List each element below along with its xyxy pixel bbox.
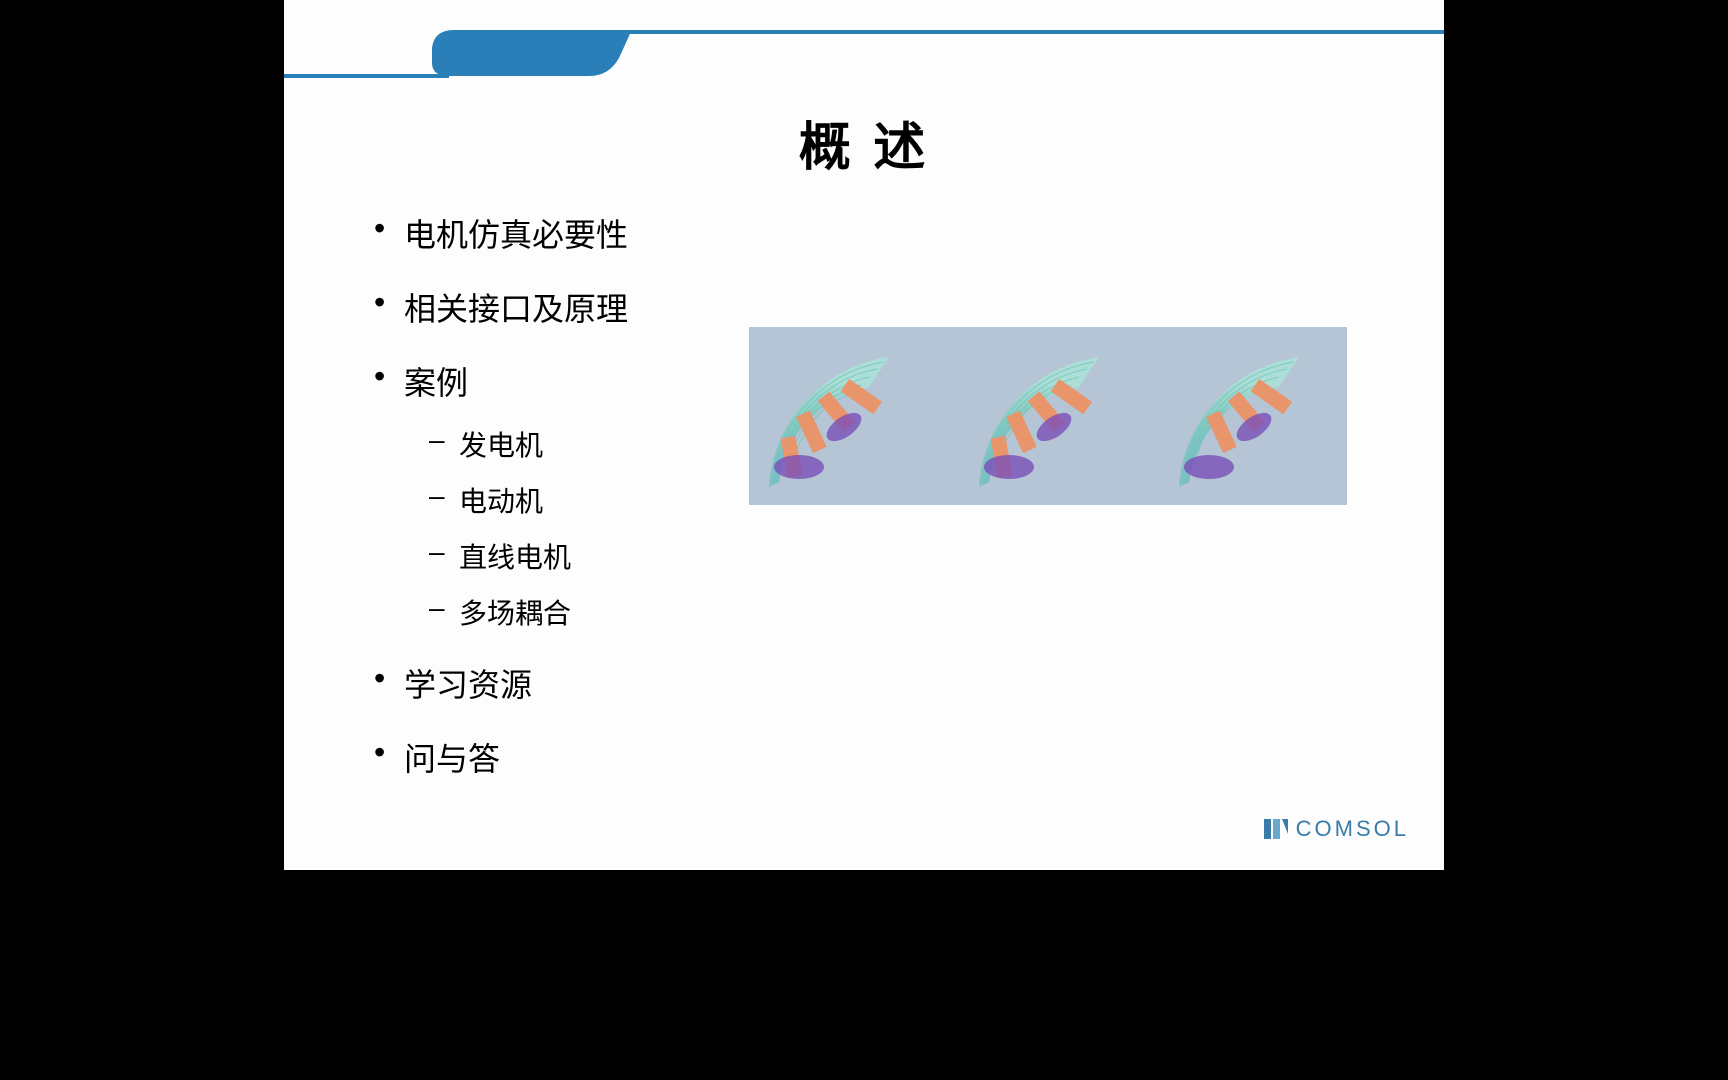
content-area: 电机仿真必要性 相关接口及原理 案例 发电机 电动机 直线电机 [369,210,819,808]
bullet-item: 学习资源 [369,660,819,706]
bullet-text: 案例 [404,365,468,401]
comsol-logo: COMSOL [1264,816,1409,842]
top-accent-line [584,30,1444,34]
logo-text: COMSOL [1296,816,1409,842]
slide-title: 概 述 [284,105,1444,180]
simulation-image [749,327,1347,505]
curve-decoration [424,28,634,80]
bullet-item: 相关接口及原理 [369,284,819,330]
bullet-item: 问与答 [369,734,819,780]
presentation-slide: 概 述 电机仿真必要性 相关接口及原理 案例 发电机 电动机 直 [284,0,1444,870]
bullet-text: 学习资源 [404,667,532,703]
bullet-text: 问与答 [404,741,500,777]
sub-text: 电动机 [459,486,543,517]
bullet-item: 电机仿真必要性 [369,210,819,256]
sub-item: 多场耦合 [424,592,819,632]
sub-text: 直线电机 [459,542,571,573]
motor-simulation-graphic [749,327,1347,505]
bullet-text: 电机仿真必要性 [404,217,628,253]
logo-icon [1264,819,1288,839]
header-decoration [284,30,1444,80]
sub-text: 多场耦合 [459,598,571,629]
sub-item: 直线电机 [424,536,819,576]
bullet-text: 相关接口及原理 [404,291,628,327]
sub-text: 发电机 [459,430,543,461]
